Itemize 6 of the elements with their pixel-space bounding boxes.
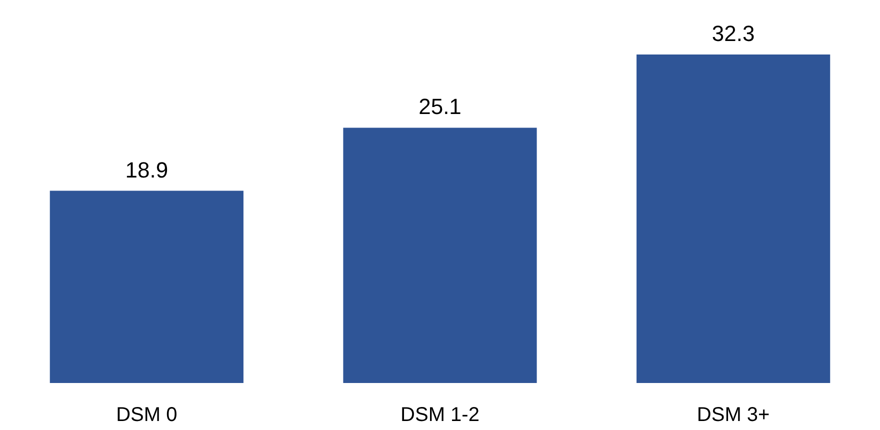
data-label: 25.1: [418, 94, 462, 120]
x-tick-label: DSM 3+: [696, 404, 770, 426]
x-tick-label: DSM 0: [116, 404, 178, 426]
x-tick-label: DSM 1-2: [400, 404, 480, 426]
data-label: 32.3: [712, 20, 755, 46]
data-label: 18.9: [125, 157, 168, 182]
